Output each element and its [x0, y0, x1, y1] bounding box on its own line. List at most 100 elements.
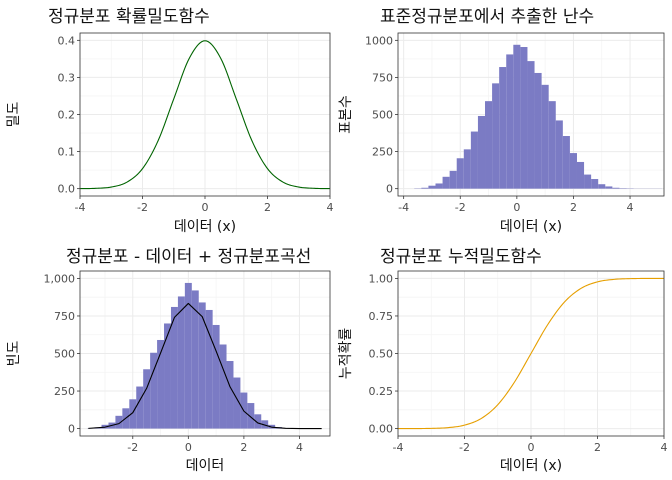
histogram-bar [184, 282, 192, 429]
histogram-bar [129, 399, 137, 429]
normal-curve-line [88, 302, 322, 430]
histogram-bar [555, 120, 563, 189]
histogram-bar [150, 352, 158, 429]
y-tick-label: 0.0 [58, 183, 76, 196]
histogram-bar [421, 187, 429, 189]
chart-panel-hist-curve: -2 0 2 4 0 250 500 750 1,000 정규분포 - 데이터 + 정규분포곡선데… [6, 247, 331, 474]
x-tick-label: -2 [137, 201, 148, 214]
histogram-bar [456, 158, 464, 189]
y-tick-label: 0.1 [58, 146, 76, 159]
histogram-bar [191, 290, 199, 429]
histogram-bar [470, 131, 478, 189]
y-axis-label: 표본수 [338, 95, 354, 134]
x-tick-label: -2 [455, 201, 466, 214]
x-axis-label: 데이터 (x) [500, 219, 562, 235]
x-tick-label: 2 [570, 201, 577, 214]
histogram-bar [115, 415, 123, 429]
y-tick-label: 1.00 [369, 272, 394, 285]
y-tick-label: 0 [68, 423, 75, 436]
x-tick-label: 0 [202, 201, 209, 214]
histogram-bar [605, 186, 613, 189]
x-tick-label: -2 [127, 441, 138, 454]
y-tick-label: 1000 [365, 34, 393, 47]
histogram-bar [428, 185, 436, 189]
y-tick-label: 500 [54, 348, 75, 361]
y-tick-label: 0.25 [369, 385, 394, 398]
y-tick-label: 250 [54, 385, 75, 398]
histogram-bar [534, 72, 542, 189]
chart-title: 정규분포 - 데이터 + 정규분포곡선 [66, 247, 311, 267]
histogram-bar [435, 183, 443, 189]
histogram-bar [612, 187, 620, 189]
x-tick-label: 4 [627, 201, 634, 214]
x-tick-label: -2 [459, 441, 470, 454]
y-tick-label: 250 [372, 146, 393, 159]
series-line [79, 40, 331, 190]
histogram-bar [170, 306, 178, 429]
histogram-bar [261, 420, 269, 429]
histogram-bar [136, 386, 144, 429]
histogram-bar [591, 179, 599, 189]
histogram-bar [513, 44, 521, 189]
series-line [398, 277, 665, 430]
x-tick-label: -4 [393, 441, 404, 454]
x-axis-label: 데이터 (x) [174, 219, 236, 235]
histogram-bar [520, 47, 528, 189]
histogram-bar [499, 67, 507, 189]
histogram-bar [548, 101, 556, 189]
histogram-bar [584, 174, 592, 189]
y-tick-label: 0.50 [369, 348, 394, 361]
histogram-bar [449, 170, 457, 189]
y-axis-label: 누적확률 [338, 328, 354, 380]
histogram-bar [576, 161, 585, 189]
histogram-bar [442, 176, 450, 189]
chart-panel-cdf: -4 -2 0 2 4 0.00 0.25 0.50 0.75 1.00 정규분포 누적밀도함수데이… [338, 247, 668, 474]
histogram-bar [205, 309, 213, 429]
x-tick-label: 4 [661, 441, 668, 454]
histogram-bar [219, 344, 227, 429]
histogram-bar [164, 323, 171, 429]
histogram-bar [541, 84, 549, 189]
y-tick-label: 1,000 [44, 272, 76, 285]
histogram-bar [226, 361, 234, 429]
y-axis-label: 빈도 [6, 341, 22, 367]
chart-panel-hist: -4 -2 0 2 4 0 250 500 750 1000 표준정규분포에서 추출한 난수데이터 … [338, 7, 665, 235]
y-axis-label: 밀도 [6, 102, 22, 128]
histogram-bar [477, 115, 486, 189]
histogram-bar [485, 101, 493, 189]
x-tick-label: 4 [296, 441, 303, 454]
x-tick-label: 2 [240, 441, 247, 454]
y-tick-label: 0.75 [369, 310, 394, 323]
x-axis-label: 데이터 [186, 458, 225, 474]
chart-title: 정규분포 누적밀도함수 [380, 247, 542, 267]
histogram-bar [598, 184, 606, 189]
x-tick-label: 0 [185, 441, 192, 454]
x-tick-label: 4 [327, 201, 334, 214]
histogram-bar [198, 302, 206, 429]
y-tick-label: 0 [386, 183, 393, 196]
y-tick-label: 500 [372, 109, 393, 122]
x-tick-label: -4 [75, 201, 86, 214]
x-tick-label: 2 [264, 201, 271, 214]
x-axis-label: 데이터 (x) [500, 458, 562, 474]
y-tick-label: 0.00 [369, 423, 394, 436]
histogram-bar [247, 403, 255, 429]
x-tick-label: 0 [513, 201, 520, 214]
histogram-bar [527, 61, 535, 189]
y-tick-label: 750 [54, 310, 75, 323]
chart-title: 정규분포 확률밀도함수 [48, 7, 210, 27]
histogram-bar [254, 414, 262, 429]
histogram-bar [143, 369, 151, 429]
histogram-bar [177, 296, 185, 429]
x-tick-label: 0 [528, 441, 535, 454]
histogram-bar [233, 377, 241, 429]
x-tick-label: -4 [398, 201, 409, 214]
histogram-bar [506, 54, 514, 189]
y-tick-label: 0.3 [58, 71, 76, 84]
histogram-bar [562, 136, 570, 189]
histogram-bar [157, 339, 165, 429]
histogram-bar [212, 324, 220, 429]
y-tick-label: 750 [372, 71, 393, 84]
